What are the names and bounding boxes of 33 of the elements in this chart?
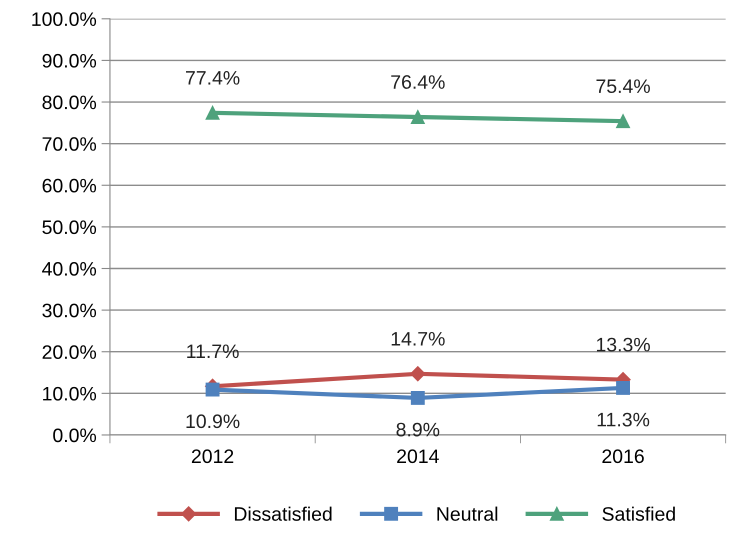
point xyxy=(206,382,220,397)
data-label: 8.9% xyxy=(396,422,440,436)
y-tick-label: 0.0% xyxy=(53,428,96,442)
y-tick-label: 50.0% xyxy=(42,220,96,234)
point xyxy=(410,110,425,124)
point xyxy=(616,114,630,128)
data-label: 10.9% xyxy=(186,414,240,428)
y-tick-label: 60.0% xyxy=(42,178,96,192)
data-label: 76.4% xyxy=(391,75,445,89)
data-label: 11.7% xyxy=(187,344,239,358)
y-tick-label: 100.0% xyxy=(32,12,96,26)
data-label: 77.4% xyxy=(186,71,240,85)
y-tick-label: 70.0% xyxy=(42,137,96,151)
data-label: 75.4% xyxy=(596,79,650,94)
point xyxy=(410,366,426,382)
y-tick-label: 90.0% xyxy=(42,54,96,68)
legend-label: Satisfied xyxy=(602,506,675,521)
y-tick-label: 30.0% xyxy=(42,304,96,318)
legend-label: Dissatisfied xyxy=(234,506,332,521)
y-tick-label: 40.0% xyxy=(42,262,96,276)
data-label: 13.3% xyxy=(596,338,650,352)
x-tick-label: 2016 xyxy=(602,449,644,464)
legend-label: Neutral xyxy=(437,506,498,521)
data-label: 14.7% xyxy=(392,332,445,346)
x-tick-label: 2012 xyxy=(192,449,234,464)
x-tick-label: 2014 xyxy=(397,449,439,464)
point xyxy=(410,390,425,405)
y-tick-label: 80.0% xyxy=(42,96,96,110)
point xyxy=(616,380,630,395)
y-tick-label: 20.0% xyxy=(42,345,96,359)
data-label: 11.3% xyxy=(598,412,650,426)
point xyxy=(206,106,220,120)
y-tick-label: 10.0% xyxy=(43,386,96,401)
